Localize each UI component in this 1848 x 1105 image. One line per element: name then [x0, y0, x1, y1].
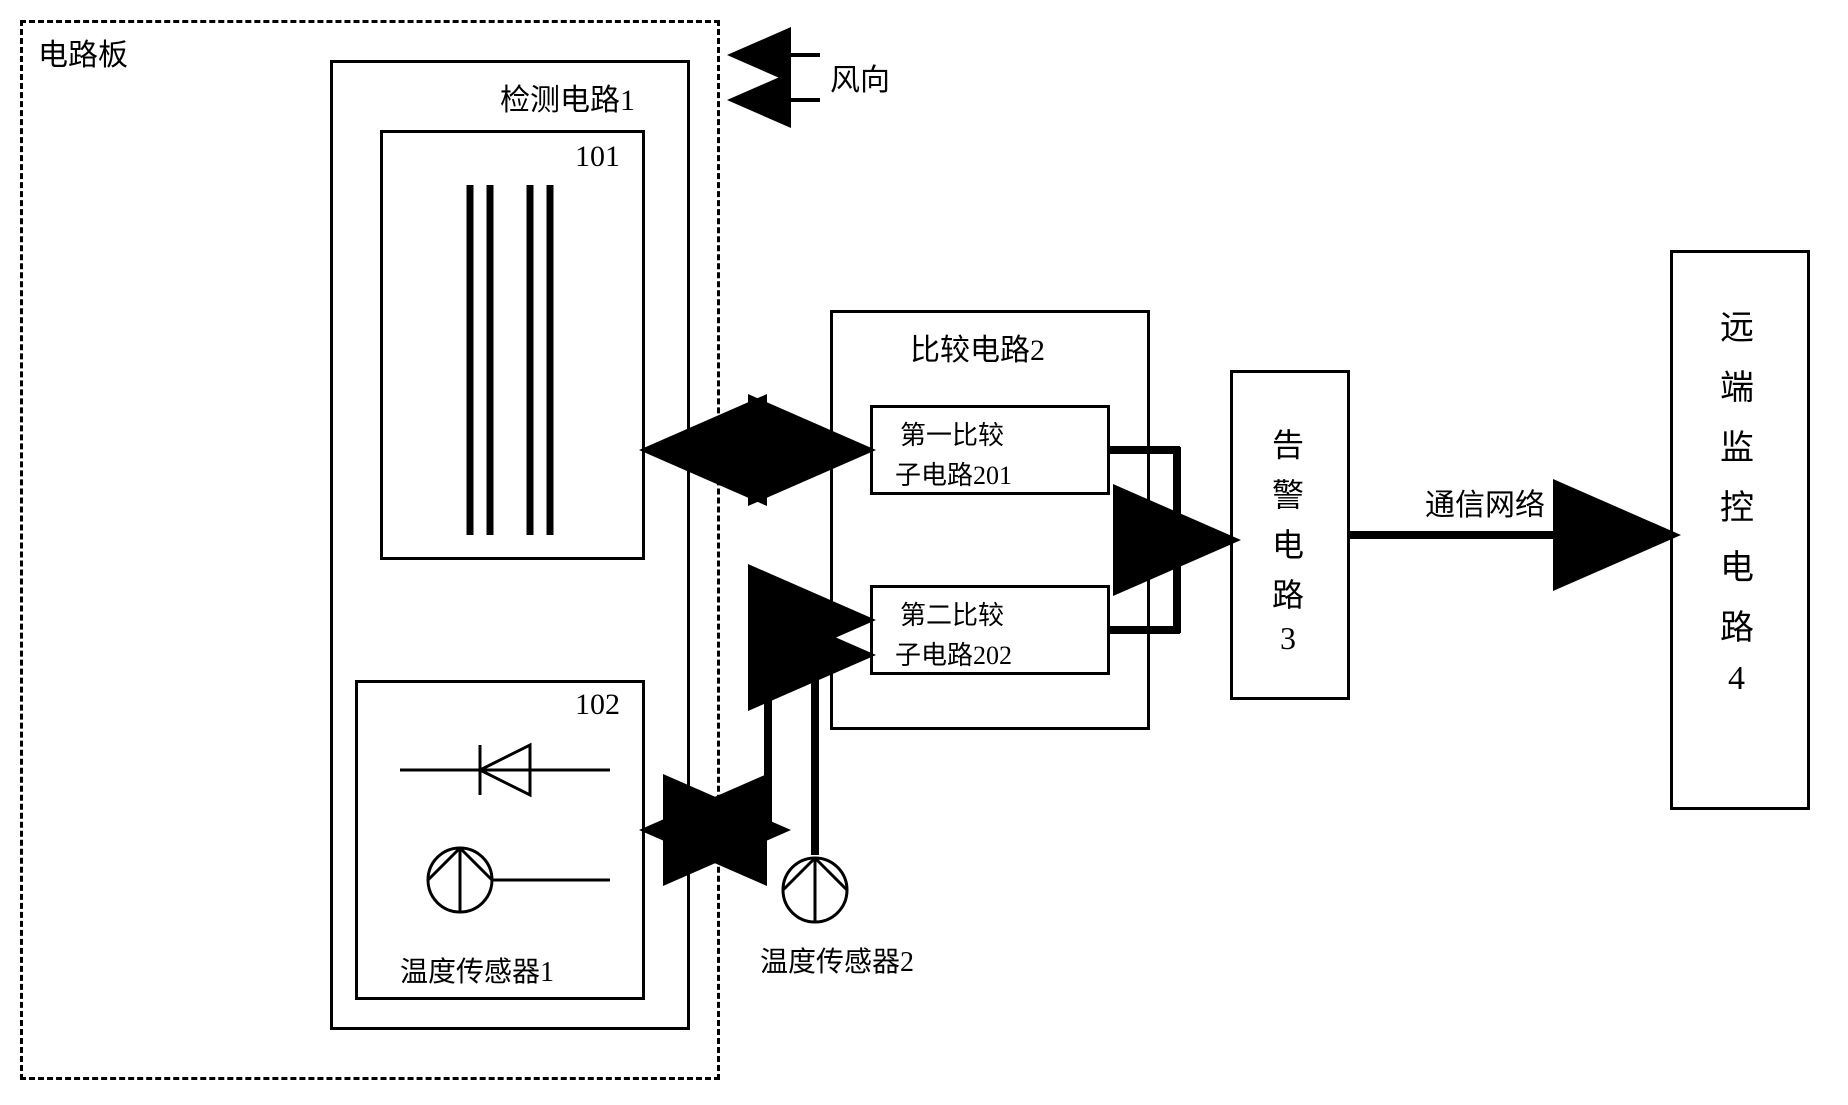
remote-line4: 控 — [1720, 480, 1754, 529]
remote-line7: 4 — [1728, 660, 1745, 698]
compare-circuit-label: 比较电路2 — [910, 325, 1045, 369]
circuit-board-label: 电路板 — [38, 30, 128, 74]
temp-sensor-2-label: 温度传感器2 — [760, 940, 914, 980]
remote-line6: 路 — [1720, 600, 1754, 649]
alarm-line1: 告 — [1272, 420, 1304, 466]
compare-sub-1-line1: 第一比较 — [900, 415, 1004, 452]
alarm-line4: 路 — [1272, 570, 1304, 616]
detection-sub-101-box — [380, 130, 645, 560]
compare-sub-2-line1: 第二比较 — [900, 595, 1004, 632]
remote-line3: 监 — [1720, 420, 1754, 469]
remote-line1: 远 — [1720, 300, 1754, 349]
compare-sub-2-line2: 子电路202 — [895, 635, 1012, 672]
wind-direction-label: 风向 — [830, 55, 890, 99]
remote-line5: 电 — [1720, 540, 1754, 589]
detection-sub-102-label: 102 — [575, 688, 620, 722]
temp-sensor-1-label: 温度传感器1 — [400, 950, 554, 990]
detection-sub-101-label: 101 — [575, 140, 620, 174]
alarm-line3: 电 — [1272, 520, 1304, 566]
comm-network-label: 通信网络 — [1425, 480, 1545, 524]
compare-sub-1-line2: 子电路201 — [895, 455, 1012, 492]
remote-line2: 端 — [1720, 360, 1754, 409]
alarm-line2: 警 — [1272, 470, 1304, 516]
detection-circuit-label: 检测电路1 — [500, 75, 635, 119]
alarm-line5: 3 — [1280, 620, 1296, 657]
